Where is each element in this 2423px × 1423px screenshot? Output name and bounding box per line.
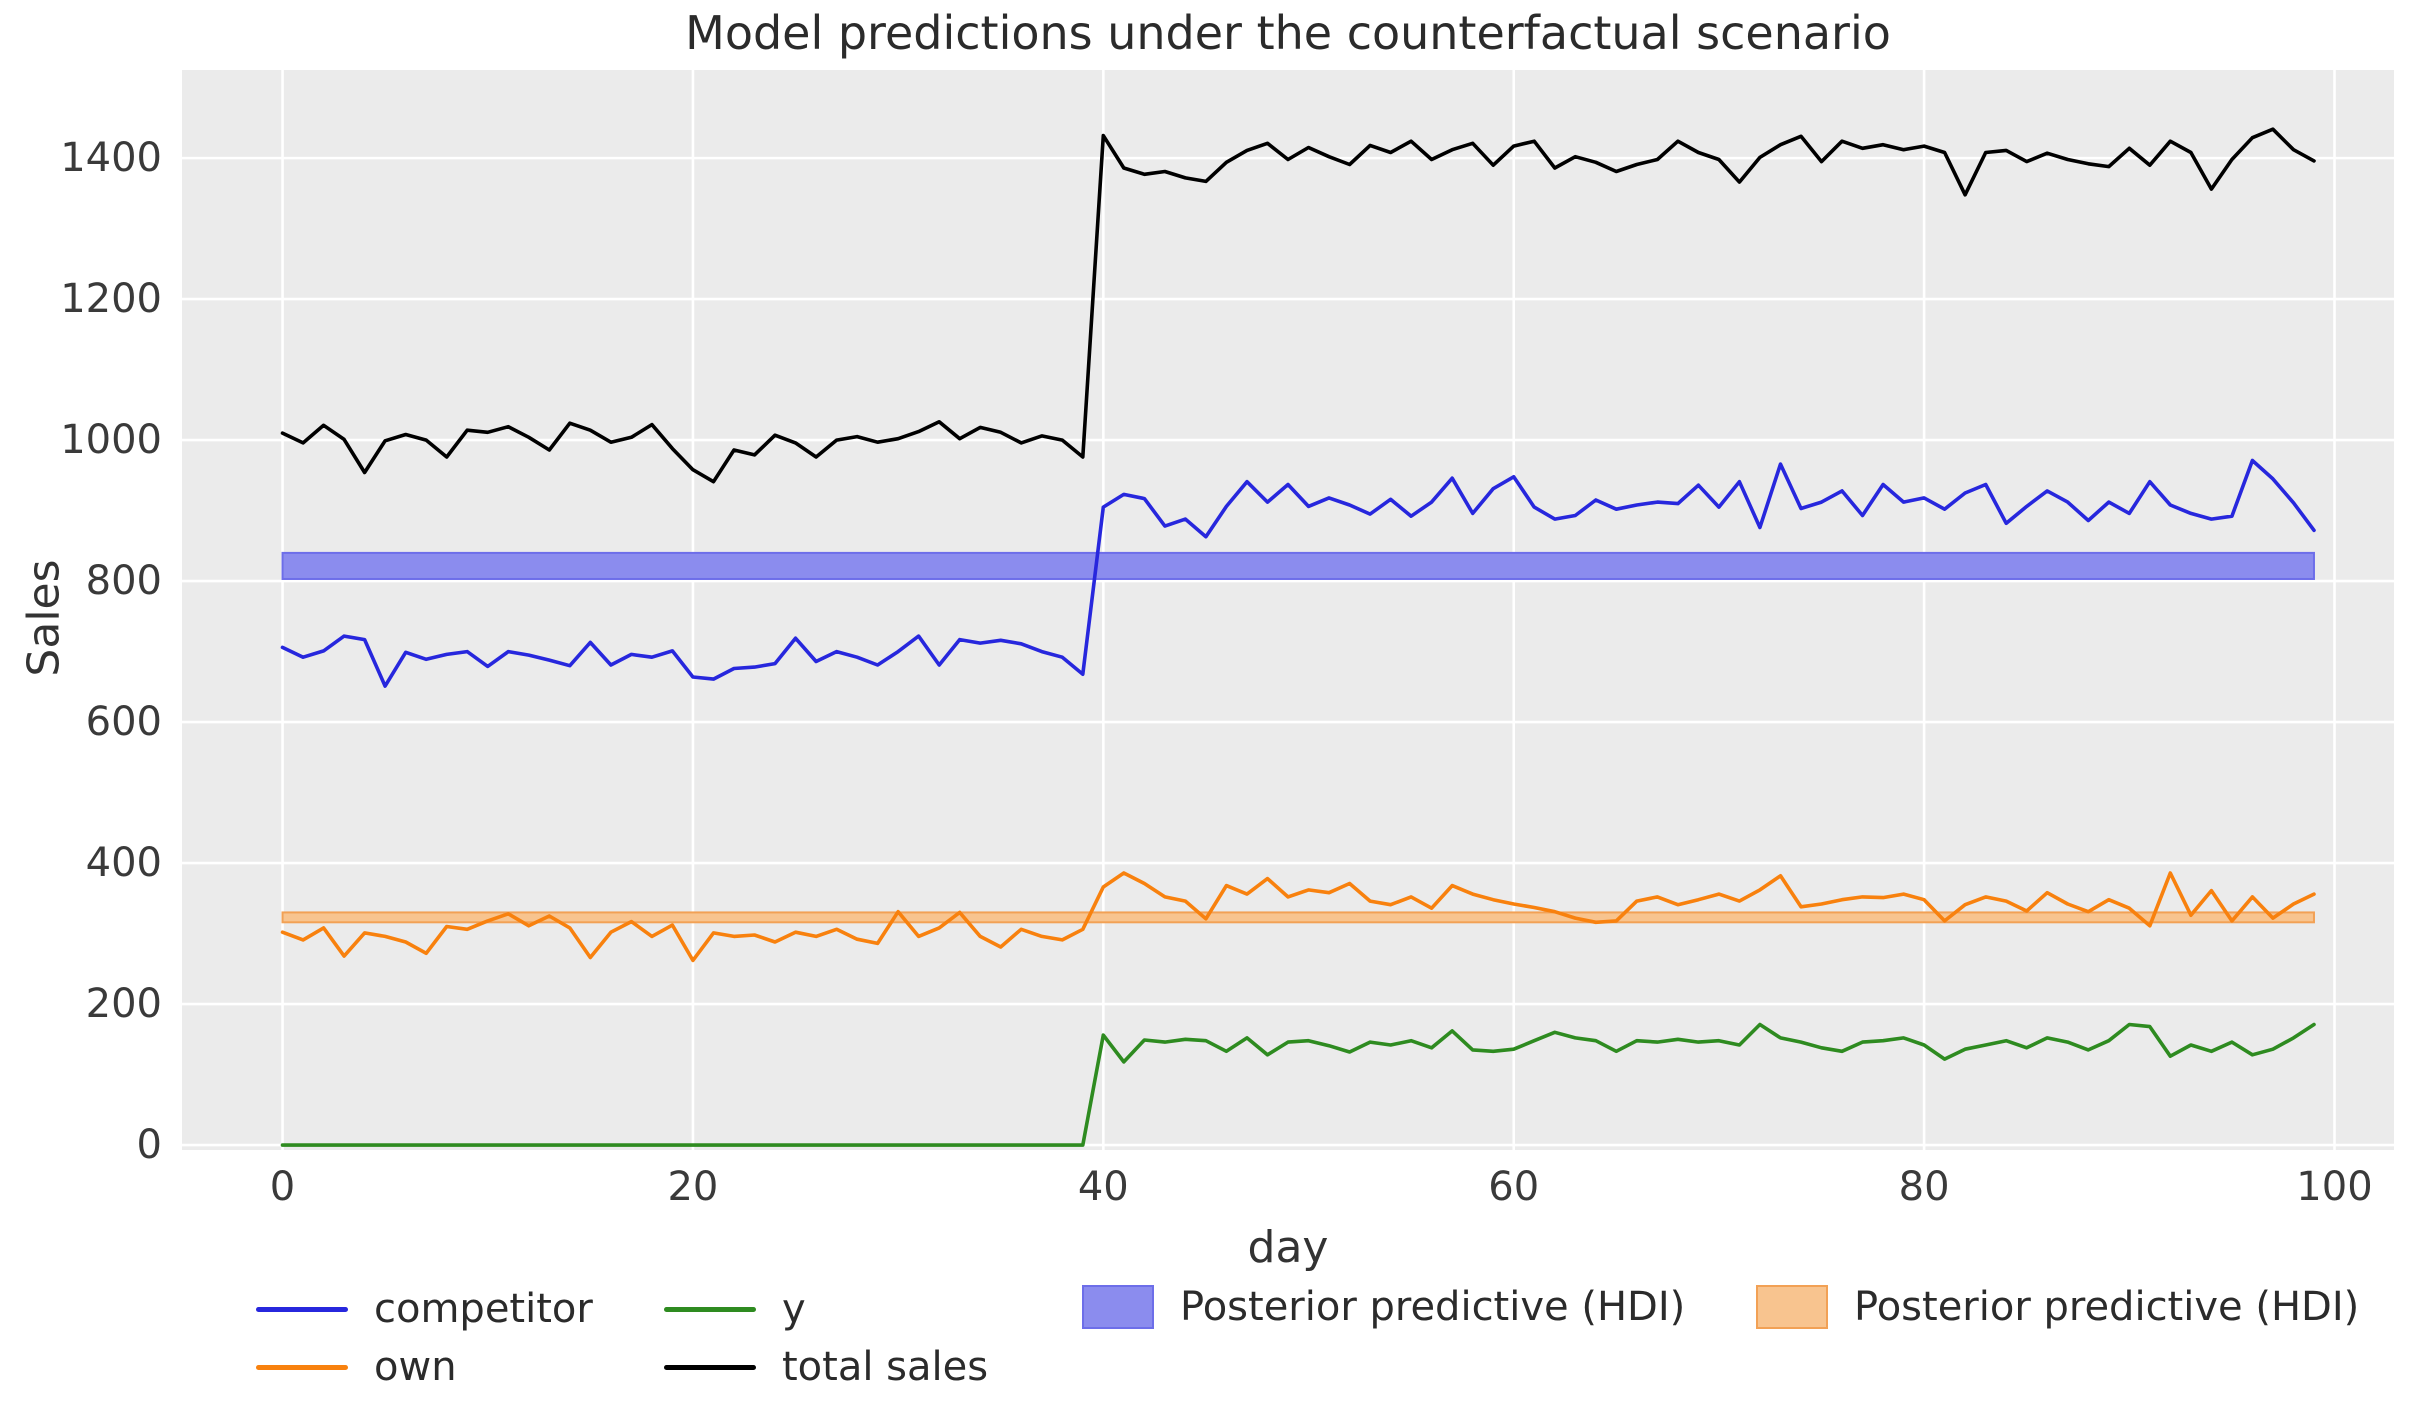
chart-title: Model predictions under the counterfactu… — [685, 6, 1891, 60]
competitor-line-swatch-icon — [256, 1306, 348, 1312]
y-tick-label-800: 800 — [85, 558, 162, 605]
y-tick-label-0: 0 — [136, 1122, 162, 1169]
hdi-band-0 — [281, 551, 2315, 580]
y-tick-label-1000: 1000 — [60, 417, 162, 464]
posterior-predictive-hdi-blue-patch-icon — [1082, 1285, 1154, 1329]
x-tick-label-20: 20 — [667, 1164, 719, 1210]
x-tick-label-80: 80 — [1898, 1164, 1950, 1210]
y-tick-label-1400: 1400 — [60, 135, 162, 182]
legend-label-y: y — [782, 1286, 806, 1332]
legend-label-competitor: competitor — [374, 1286, 593, 1332]
series-line-total-sales — [280, 127, 2316, 484]
x-tick-label-60: 60 — [1488, 1164, 1540, 1210]
legend-item-own: own — [256, 1341, 457, 1393]
y-line-swatch-icon — [664, 1306, 756, 1312]
posterior-predictive-hdi-orange-patch-icon — [1756, 1285, 1828, 1329]
legend-item-hdi-blue: Posterior predictive (HDI) — [1082, 1281, 1685, 1333]
own-line-swatch-icon — [256, 1364, 348, 1370]
y-tick-label-1200: 1200 — [60, 276, 162, 323]
y-tick-label-200: 200 — [85, 981, 162, 1028]
legend-item-y: y — [664, 1283, 806, 1335]
x-tick-label-100: 100 — [2296, 1164, 2373, 1210]
y-tick-label-400: 400 — [85, 840, 162, 887]
legend-label-own: own — [374, 1344, 457, 1390]
y-tick-label-600: 600 — [85, 699, 162, 746]
legend-item-competitor: competitor — [256, 1283, 593, 1335]
plot-area — [182, 70, 2394, 1150]
legend-item-total-sales: total sales — [664, 1341, 988, 1393]
legend-label-hdi-orange: Posterior predictive (HDI) — [1854, 1284, 2360, 1330]
plot-canvas — [182, 70, 2394, 1150]
x-axis-label: day — [1247, 1222, 1329, 1273]
series-line-y — [280, 1022, 2316, 1147]
hdi-band-1 — [281, 911, 2315, 924]
x-tick-label-40: 40 — [1077, 1164, 1129, 1210]
total-sales-line-swatch-icon — [664, 1364, 756, 1370]
series-line-competitor — [280, 458, 2316, 688]
legend-item-hdi-orange: Posterior predictive (HDI) — [1756, 1281, 2359, 1333]
series-line-own — [280, 871, 2316, 963]
y-axis-label: Sales — [18, 559, 70, 677]
legend-label-total-sales: total sales — [782, 1344, 989, 1390]
legend-label-hdi-blue: Posterior predictive (HDI) — [1180, 1284, 1686, 1330]
x-tick-label-0: 0 — [269, 1164, 296, 1210]
